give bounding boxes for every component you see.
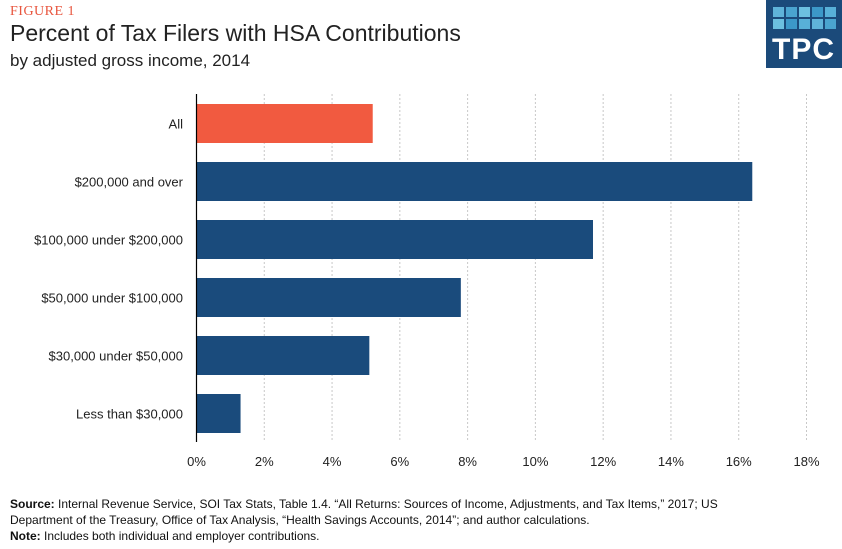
- x-tick-label: 2%: [255, 454, 274, 469]
- x-tick-label: 4%: [323, 454, 342, 469]
- source-note: Source: Internal Revenue Service, SOI Ta…: [10, 497, 718, 511]
- logo-tile: [825, 7, 836, 17]
- figure-label: FIGURE 1: [10, 4, 76, 19]
- bar: [196, 162, 753, 201]
- category-label: All: [169, 117, 184, 132]
- x-tick-label: 6%: [390, 454, 409, 469]
- logo-tile: [786, 7, 797, 17]
- logo-text: TPC: [772, 33, 835, 66]
- logo-tile: [773, 7, 784, 17]
- x-tick-label: 0%: [187, 454, 206, 469]
- logo-tile: [812, 19, 823, 29]
- category-label: $30,000 under $50,000: [49, 349, 183, 364]
- bar: [196, 220, 593, 259]
- x-tick-label: 16%: [726, 454, 752, 469]
- logo-tile: [812, 7, 823, 17]
- category-label: $50,000 under $100,000: [41, 291, 183, 306]
- note-label: Note:: [10, 529, 41, 543]
- logo-tile: [799, 19, 810, 29]
- x-tick-label: 14%: [658, 454, 684, 469]
- x-tick-label: 18%: [793, 454, 819, 469]
- bar: [196, 336, 370, 375]
- category-label: $200,000 and over: [75, 175, 184, 190]
- chart-title: Percent of Tax Filers with HSA Contribut…: [10, 20, 461, 46]
- note-text: Includes both individual and employer co…: [44, 529, 320, 543]
- note: Note: Includes both individual and emplo…: [10, 529, 320, 543]
- source-text-line2: Department of the Treasury, Office of Ta…: [10, 513, 590, 527]
- bar: [196, 278, 461, 317]
- category-label: $100,000 under $200,000: [34, 233, 183, 248]
- tpc-logo: TPC: [766, 0, 842, 68]
- logo-tile: [825, 19, 836, 29]
- bar-chart: 0% 2% 4% 6% 8% 10% 12% 14% 16% 18% All $200,000 and…: [34, 94, 820, 469]
- x-tick-label: 8%: [458, 454, 477, 469]
- x-tick-label: 10%: [522, 454, 548, 469]
- bar: [196, 394, 241, 433]
- chart-subtitle: by adjusted gross income, 2014: [10, 51, 251, 70]
- bar: [196, 104, 373, 143]
- logo-tile: [799, 7, 810, 17]
- logo-tile: [786, 19, 797, 29]
- logo-tile: [773, 19, 784, 29]
- source-label: Source:: [10, 497, 55, 511]
- category-label: Less than $30,000: [76, 407, 183, 422]
- source-text-line1: Internal Revenue Service, SOI Tax Stats,…: [58, 497, 718, 511]
- x-tick-label: 12%: [590, 454, 616, 469]
